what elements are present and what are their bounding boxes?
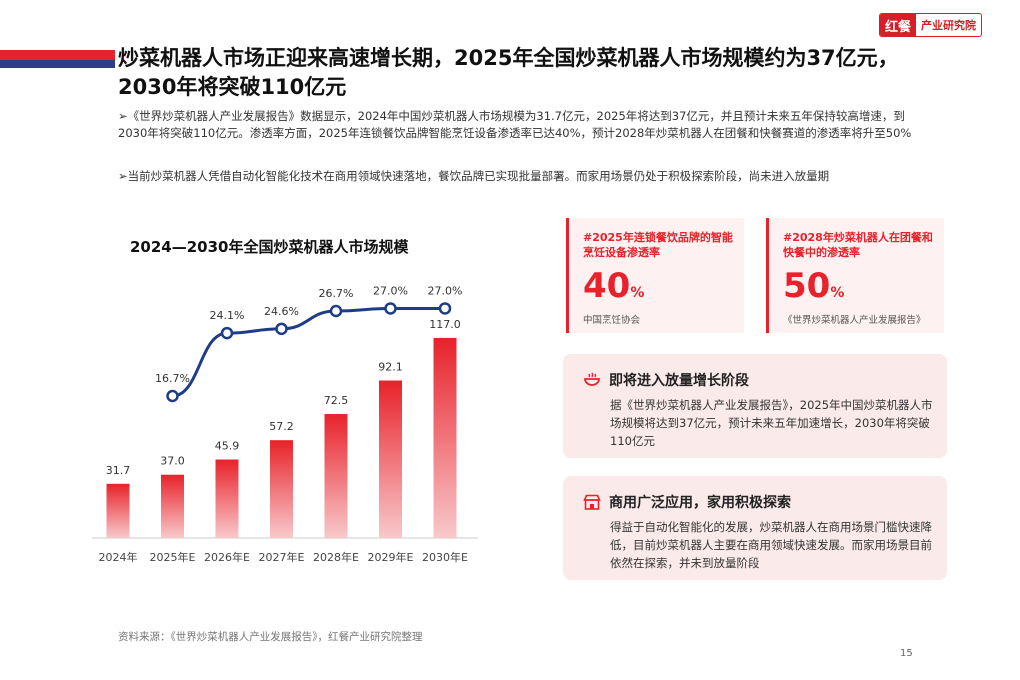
line-value-label: 27.0% bbox=[373, 284, 408, 297]
paragraph-1: ➢《世界炒菜机器人产业发展报告》数据显示，2024年中国炒菜机器人市场规模为31… bbox=[118, 109, 912, 140]
line-point bbox=[275, 322, 288, 336]
page-title: 炒菜机器人市场正迎来高速增长期，2025年全国炒菜机器人市场规模约为37亿元，2… bbox=[118, 46, 899, 99]
bar-3 bbox=[270, 440, 293, 538]
bar-value-label: 31.7 bbox=[106, 464, 131, 477]
bar-value-label: 117.0 bbox=[429, 318, 461, 331]
bar-value-label: 92.1 bbox=[378, 361, 403, 374]
x-tick-label: 2028年E bbox=[313, 550, 359, 564]
card-body: 据《世界炒菜机器人产业发展报告》，2025年中国炒菜机器人市场规模将达到37亿元… bbox=[610, 398, 933, 448]
line-point bbox=[384, 302, 397, 315]
x-tick-label: 2027年E bbox=[259, 550, 305, 564]
kpi-value: 50% bbox=[783, 266, 845, 306]
line-point bbox=[329, 304, 343, 318]
bowl-icon bbox=[584, 372, 600, 386]
bar-value-label: 37.0 bbox=[160, 455, 185, 468]
line-point bbox=[166, 389, 179, 403]
brand-label: 产业研究院 bbox=[921, 19, 976, 32]
bar-value-label: 45.9 bbox=[215, 440, 240, 453]
line-value-label: 27.0% bbox=[428, 284, 463, 297]
bar-6 bbox=[433, 337, 457, 538]
kpi-card-2025: #2025年连锁餐饮品牌的智能烹饪设备渗透率 40% 中国烹饪协会 bbox=[566, 218, 744, 333]
kpi-label: #2028年炒菜机器人在团餐和快餐中的渗透率 bbox=[783, 231, 933, 259]
bar-0 bbox=[106, 483, 130, 538]
chart-title: 2024—2030年全国炒菜机器人市场规模 bbox=[130, 238, 409, 256]
x-tick-label: 2026年E bbox=[204, 550, 250, 564]
bar-2 bbox=[215, 459, 239, 538]
kpi-value: 40% bbox=[583, 266, 645, 306]
kpi-source: 《世界炒菜机器人产业发展报告》 bbox=[783, 315, 926, 326]
line-point bbox=[438, 302, 452, 315]
bar-5 bbox=[379, 380, 402, 538]
line-value-label: 24.1% bbox=[210, 309, 245, 322]
x-tick-label: 2025年E bbox=[150, 550, 196, 564]
source-footnote: 资料来源：《世界炒菜机器人产业发展报告》，红餐产业研究院整理 bbox=[118, 631, 423, 643]
kpi-source: 中国烹饪协会 bbox=[583, 315, 641, 326]
brand-logo-mark: 红餐 bbox=[879, 14, 916, 36]
bar-value-label: 57.2 bbox=[269, 420, 294, 433]
kpi-card-2028: #2028年炒菜机器人在团餐和快餐中的渗透率 50% 《世界炒菜机器人产业发展报… bbox=[766, 218, 944, 333]
bar-4 bbox=[324, 414, 348, 538]
market-size-chart: 31.7 2024年 37.0 2025年E 45.9 2026年E 57.2 2027年E 7… bbox=[92, 284, 478, 564]
card-body: 得益于自动化智能化的发展，炒菜机器人在商用场景门槛快速降低，目前炒菜机器人主要在… bbox=[610, 520, 932, 570]
kpi-label: #2025年连锁餐饮品牌的智能烹饪设备渗透率 bbox=[583, 231, 733, 259]
brand-logo: 红餐 产业研究院 bbox=[878, 13, 982, 37]
line-value-label: 16.7% bbox=[155, 372, 190, 385]
header-stripe bbox=[0, 50, 115, 68]
paragraph-2: ➢当前炒菜机器人凭借自动化智能化技术在商用领域快速落地，餐饮品牌已实现批量部署。… bbox=[118, 169, 830, 183]
line-value-label: 24.6% bbox=[264, 305, 299, 318]
page-number: 15 bbox=[900, 648, 913, 659]
x-tick-label: 2024年 bbox=[99, 550, 138, 564]
card-title: 商用广泛应用，家用积极探索 bbox=[609, 495, 791, 511]
card-title: 即将进入放量增长阶段 bbox=[609, 373, 749, 389]
bar-1 bbox=[161, 474, 184, 538]
info-card-growth: 即将进入放量增长阶段 据《世界炒菜机器人产业发展报告》，2025年中国炒菜机器人… bbox=[563, 354, 947, 458]
line-point bbox=[220, 326, 234, 340]
bar-value-label: 72.5 bbox=[324, 394, 349, 407]
store-icon bbox=[583, 494, 601, 510]
x-tick-label: 2030年E bbox=[422, 550, 468, 564]
x-tick-label: 2029年E bbox=[368, 550, 414, 564]
line-value-label: 26.7% bbox=[319, 287, 354, 300]
info-card-usage: 商用广泛应用，家用积极探索 得益于自动化智能化的发展，炒菜机器人在商用场景门槛快… bbox=[563, 476, 947, 580]
